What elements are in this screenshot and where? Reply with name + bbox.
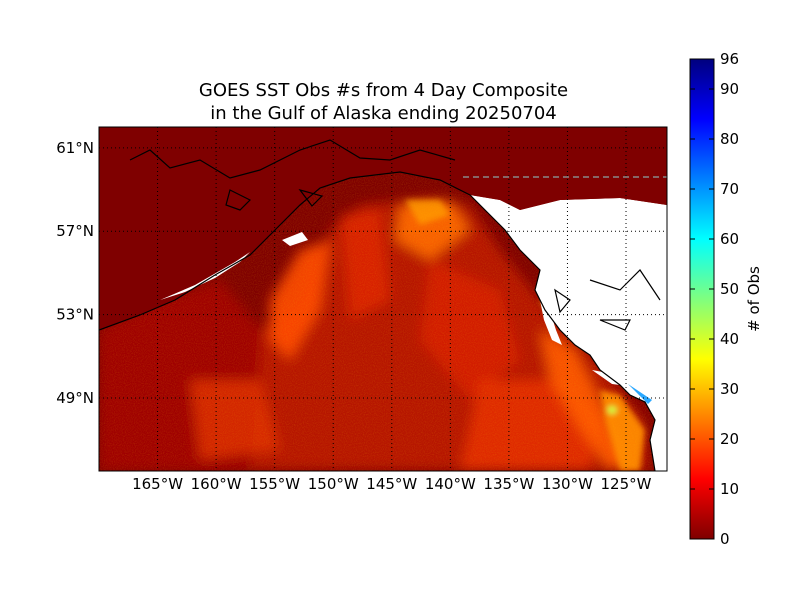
map-title-line-1: GOES SST Obs #s from 4 Day Composite [198,80,569,101]
lon-tick-label: 145°W [366,475,417,493]
lat-tick-label: 57°N [56,222,94,240]
colorbar-tick-label: 80 [720,130,739,148]
lon-tick-label: 160°W [191,475,242,493]
colorbar-tick-label: 50 [720,280,739,298]
colorbar-label: # of Obs [745,266,763,332]
colorbar-tick-label: 40 [720,330,739,348]
lon-tick-label: 135°W [483,475,534,493]
lon-tick-label: 125°W [601,475,652,493]
lon-tick-label: 155°W [249,475,300,493]
lat-tick-label: 61°N [56,139,94,157]
land-canada-coast [470,195,667,471]
map-panel [99,127,667,471]
coastlines [99,139,661,471]
colorbar-tick-label: 70 [720,180,739,198]
longitude-labels: 165°W 160°W 155°W 150°W 145°W 140°W 135°W 130°W… [132,475,652,493]
colorbar-tick-label: 0 [720,530,730,548]
colorbar-tick-label: 10 [720,480,739,498]
colorbar-tick-label: 20 [720,430,739,448]
colorbar-gradient [689,58,715,540]
colorbar-ticks: 0 10 20 30 40 50 60 70 80 90 96 [690,50,739,548]
map-frame [98,126,668,472]
lat-tick-label: 49°N [56,389,94,407]
lon-tick-label: 140°W [425,475,476,493]
graticule [99,127,667,471]
colorbar-tick-label: 60 [720,230,739,248]
colorbar-tick-label: 96 [720,50,739,68]
colorbar: 0 10 20 30 40 50 60 70 80 90 96 # of Obs [689,50,763,548]
lon-tick-label: 150°W [308,475,359,493]
colorbar-tick-label: 30 [720,380,739,398]
latitude-labels: 61°N 57°N 53°N 49°N [56,139,94,407]
lon-tick-label: 130°W [542,475,593,493]
lat-tick-label: 53°N [56,306,94,324]
colorbar-tick-label: 90 [720,80,739,98]
lon-tick-label: 165°W [132,475,183,493]
map-title-line-2: in the Gulf of Alaska ending 20250704 [210,103,557,124]
